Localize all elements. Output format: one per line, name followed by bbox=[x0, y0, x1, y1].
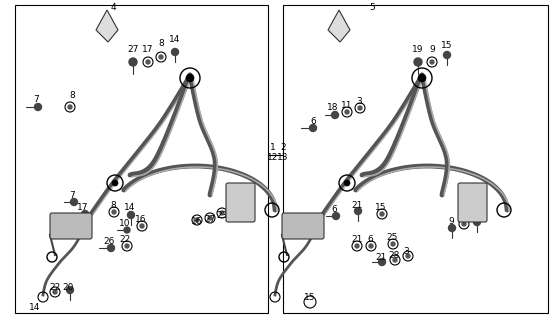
Text: 15: 15 bbox=[441, 41, 453, 50]
Circle shape bbox=[220, 211, 224, 215]
Text: 28: 28 bbox=[388, 252, 400, 260]
Text: 15: 15 bbox=[375, 204, 387, 212]
Text: 17: 17 bbox=[77, 204, 89, 212]
Circle shape bbox=[414, 58, 422, 66]
Circle shape bbox=[448, 225, 455, 231]
Circle shape bbox=[345, 110, 349, 114]
Text: 27: 27 bbox=[128, 45, 139, 54]
Text: 16: 16 bbox=[135, 215, 147, 225]
Text: 12: 12 bbox=[267, 154, 279, 163]
Text: 18: 18 bbox=[327, 103, 339, 113]
Text: 8: 8 bbox=[110, 201, 116, 210]
Circle shape bbox=[231, 204, 238, 212]
FancyBboxPatch shape bbox=[226, 183, 255, 222]
Text: 22: 22 bbox=[49, 284, 61, 292]
Circle shape bbox=[34, 103, 41, 110]
Circle shape bbox=[310, 124, 316, 132]
Circle shape bbox=[112, 180, 118, 186]
Text: 17: 17 bbox=[142, 45, 154, 54]
Circle shape bbox=[393, 258, 397, 262]
Circle shape bbox=[380, 212, 384, 216]
Bar bbox=[15, 5, 268, 313]
Text: 26: 26 bbox=[103, 237, 115, 246]
Text: 10: 10 bbox=[119, 220, 131, 228]
Circle shape bbox=[418, 74, 426, 82]
Text: 1: 1 bbox=[270, 143, 276, 153]
Circle shape bbox=[129, 58, 137, 66]
FancyBboxPatch shape bbox=[50, 213, 92, 239]
Circle shape bbox=[443, 52, 450, 59]
Circle shape bbox=[172, 49, 178, 55]
Circle shape bbox=[369, 244, 373, 248]
Text: 20: 20 bbox=[62, 284, 73, 292]
Text: 14: 14 bbox=[229, 205, 241, 214]
Circle shape bbox=[125, 244, 129, 248]
Text: 19: 19 bbox=[412, 45, 424, 54]
Circle shape bbox=[354, 207, 362, 214]
Circle shape bbox=[391, 242, 395, 246]
Text: 27: 27 bbox=[204, 215, 216, 225]
Circle shape bbox=[66, 286, 73, 293]
Text: 9: 9 bbox=[429, 45, 435, 54]
Circle shape bbox=[208, 216, 212, 220]
Circle shape bbox=[358, 106, 362, 110]
Bar bbox=[283, 5, 548, 313]
Text: 4: 4 bbox=[110, 4, 116, 12]
Text: 6: 6 bbox=[331, 205, 337, 214]
Text: 21: 21 bbox=[351, 236, 363, 244]
Text: 6: 6 bbox=[310, 117, 316, 126]
Text: 21: 21 bbox=[351, 201, 363, 210]
Text: 23: 23 bbox=[216, 211, 227, 220]
Circle shape bbox=[53, 290, 57, 294]
Circle shape bbox=[406, 254, 410, 258]
Circle shape bbox=[355, 244, 359, 248]
Circle shape bbox=[462, 222, 466, 226]
Polygon shape bbox=[328, 10, 350, 42]
Text: 5: 5 bbox=[369, 4, 375, 12]
Text: 3: 3 bbox=[403, 247, 409, 257]
Text: 14: 14 bbox=[124, 204, 136, 212]
Circle shape bbox=[474, 219, 480, 226]
Text: 16: 16 bbox=[191, 218, 203, 227]
Text: 8: 8 bbox=[158, 39, 164, 49]
Circle shape bbox=[146, 60, 150, 64]
Text: 8: 8 bbox=[69, 91, 75, 100]
Text: 14: 14 bbox=[169, 36, 181, 44]
Circle shape bbox=[159, 55, 163, 59]
Circle shape bbox=[332, 111, 338, 118]
Text: 3: 3 bbox=[356, 98, 362, 107]
Circle shape bbox=[71, 198, 77, 205]
Text: 2: 2 bbox=[280, 143, 286, 153]
Text: 6: 6 bbox=[367, 236, 373, 244]
Text: 24: 24 bbox=[458, 215, 469, 225]
Polygon shape bbox=[96, 10, 118, 42]
Text: 14: 14 bbox=[29, 303, 41, 313]
Circle shape bbox=[112, 210, 116, 214]
Text: 7: 7 bbox=[33, 95, 39, 105]
Circle shape bbox=[344, 180, 350, 186]
Text: 13: 13 bbox=[277, 154, 289, 163]
Text: 15: 15 bbox=[304, 293, 316, 302]
Circle shape bbox=[124, 227, 130, 233]
Circle shape bbox=[68, 105, 72, 109]
Text: 11: 11 bbox=[341, 100, 353, 109]
Text: 22: 22 bbox=[119, 236, 131, 244]
FancyBboxPatch shape bbox=[282, 213, 324, 239]
Circle shape bbox=[379, 259, 385, 266]
Circle shape bbox=[195, 218, 199, 222]
Text: 15: 15 bbox=[470, 213, 482, 222]
Circle shape bbox=[332, 212, 339, 220]
FancyBboxPatch shape bbox=[458, 183, 487, 222]
Circle shape bbox=[108, 244, 114, 252]
Text: 9: 9 bbox=[448, 218, 454, 227]
Text: 25: 25 bbox=[386, 234, 397, 243]
Circle shape bbox=[128, 212, 135, 219]
Circle shape bbox=[140, 224, 144, 228]
Circle shape bbox=[186, 74, 194, 82]
Text: 7: 7 bbox=[69, 190, 75, 199]
Text: 21: 21 bbox=[375, 253, 387, 262]
Circle shape bbox=[82, 211, 88, 218]
Circle shape bbox=[430, 60, 434, 64]
